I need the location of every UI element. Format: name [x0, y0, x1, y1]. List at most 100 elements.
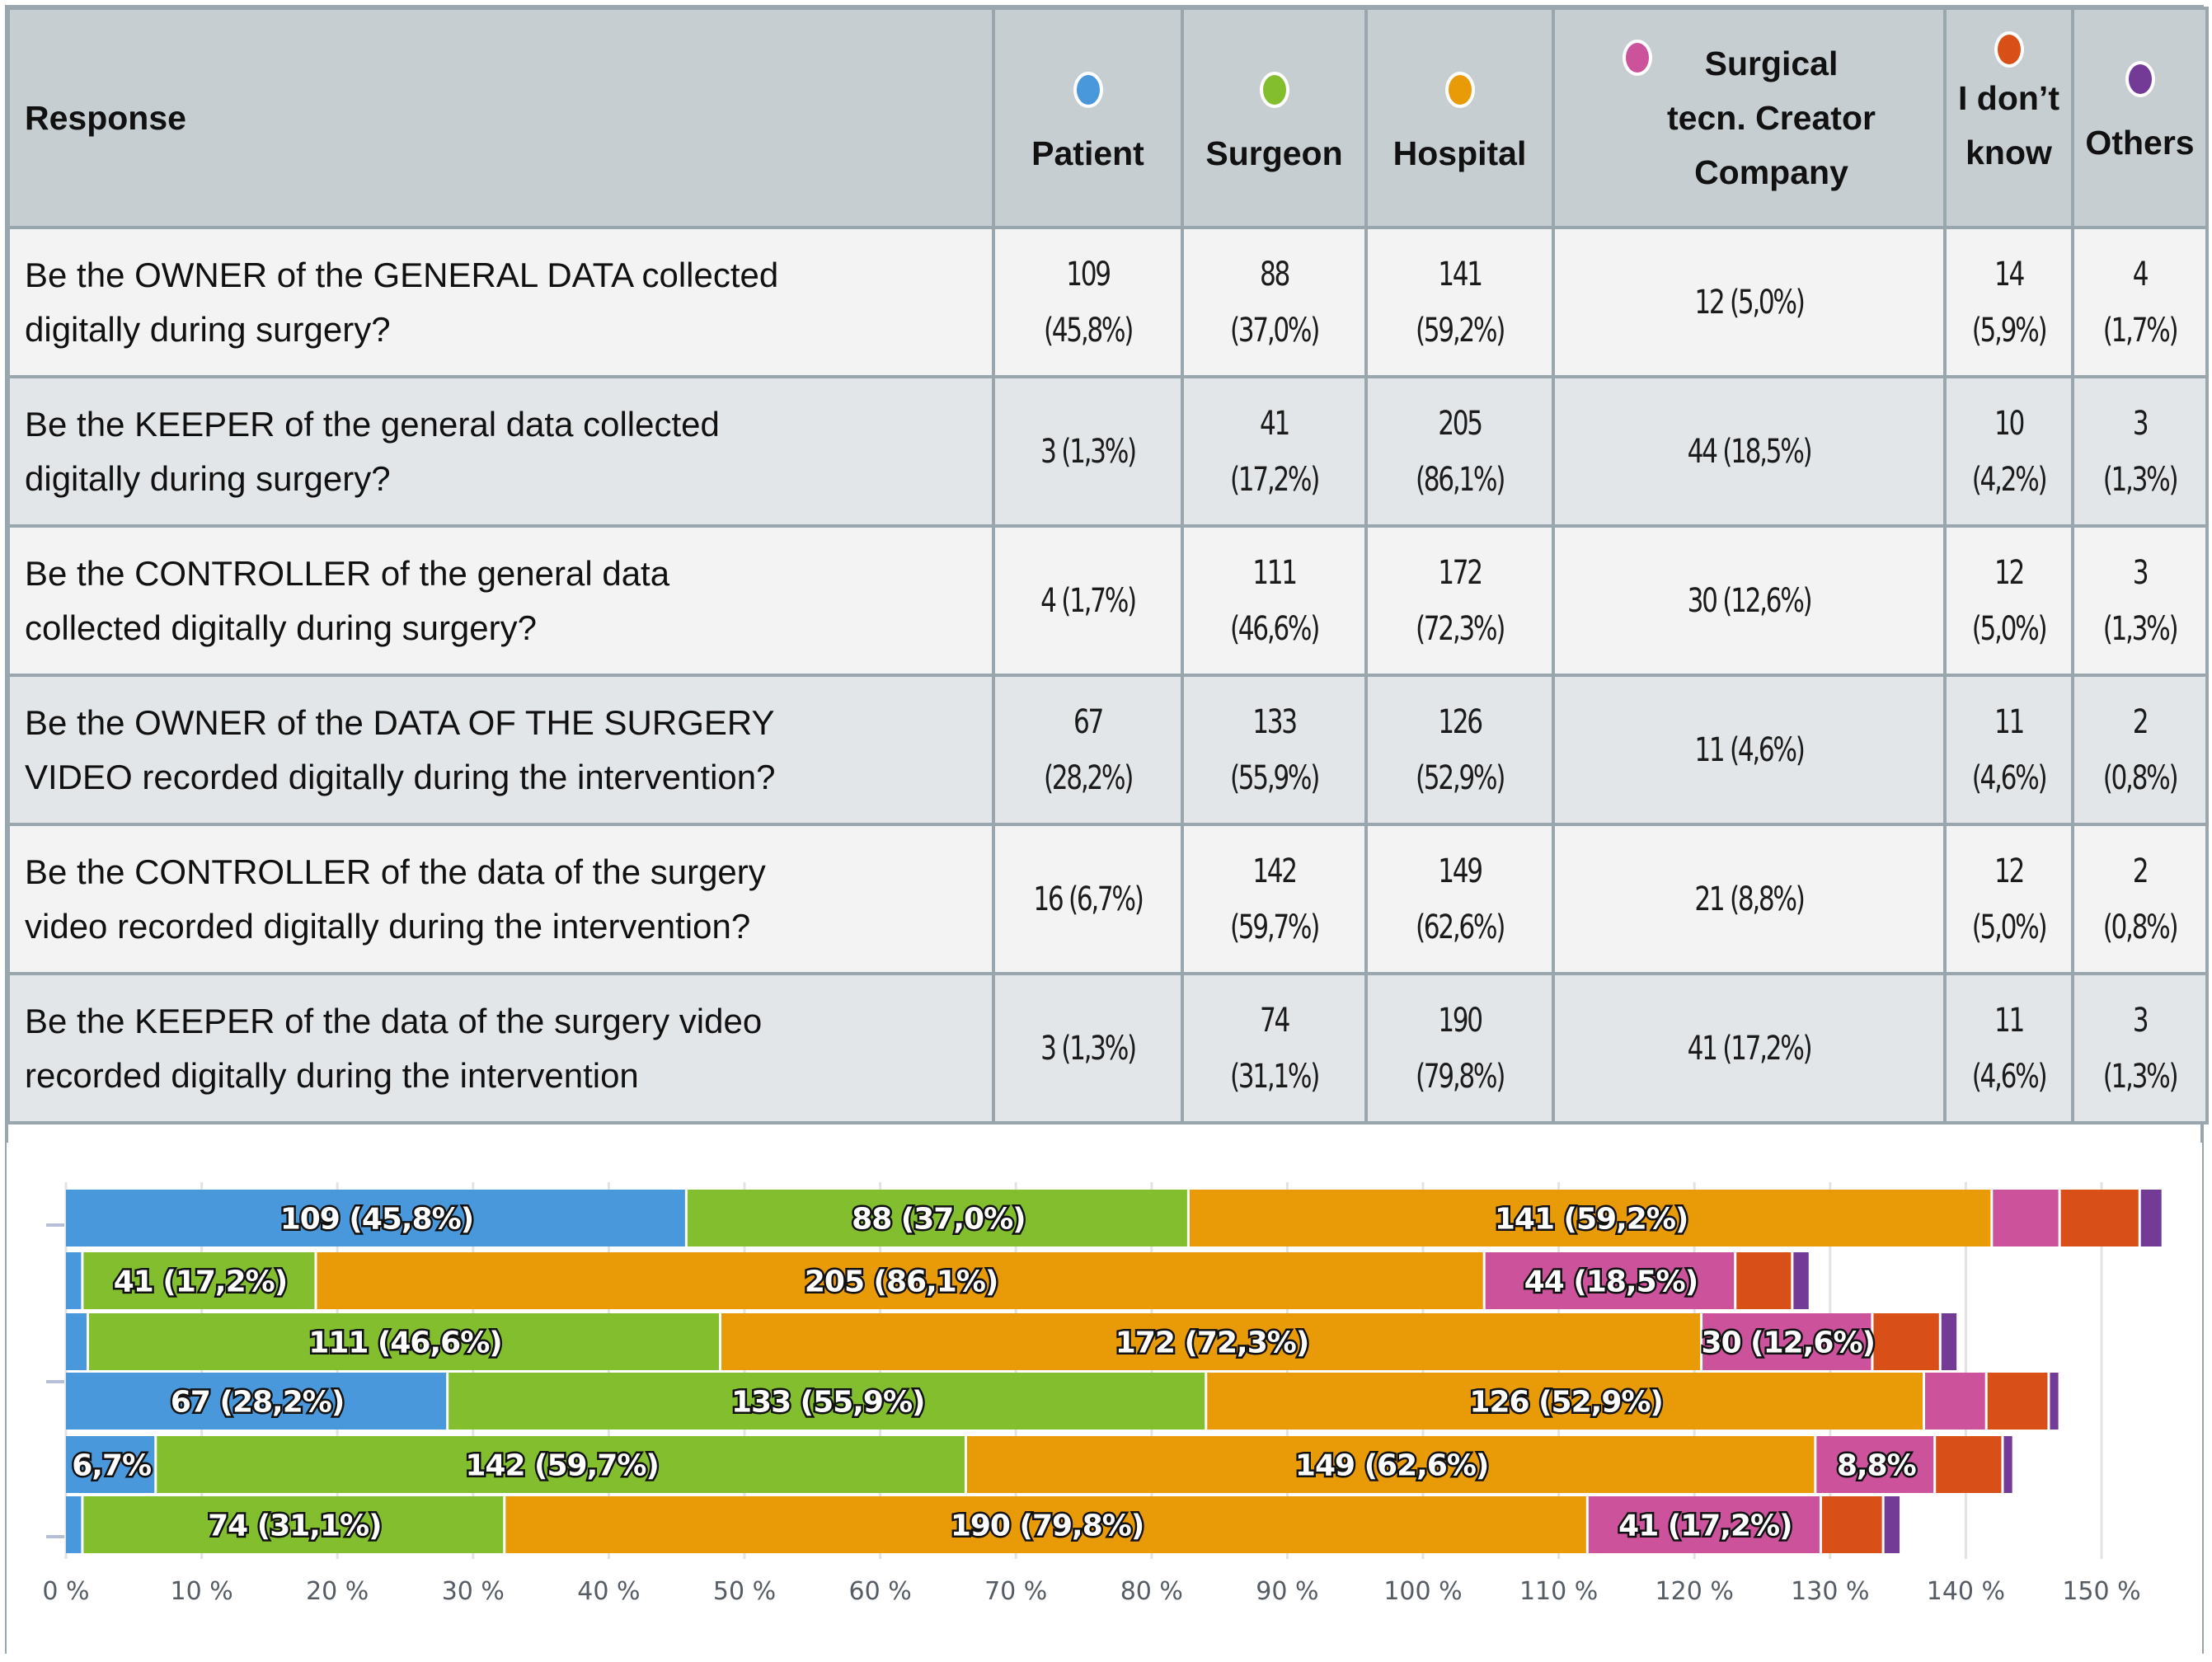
bar-segment-patient[interactable]: [66, 1436, 155, 1493]
value-cell-company: 21 (8,8%): [1552, 823, 1947, 975]
bar-segment-hospital[interactable]: [966, 1436, 1815, 1493]
value-line: (86,1%): [1415, 460, 1505, 499]
bar-segment-others[interactable]: [1793, 1252, 1809, 1309]
question-line: Be the CONTROLLER of the data of the sur…: [25, 852, 766, 891]
responses-table: Response Patient Surgeon Hospital Surgical t…: [7, 7, 2209, 1124]
legend-dot-icon: [1623, 40, 1653, 76]
value-line: 3: [2132, 1001, 2149, 1040]
value-line: (59,2%): [1415, 311, 1505, 350]
bar-segment-surgical-tecn-creator-company[interactable]: [1702, 1313, 1872, 1370]
legend-dot-icon: [2125, 61, 2155, 97]
bar-segment-surgical-tecn-creator-company[interactable]: [1588, 1496, 1820, 1553]
bar-segment-hospital[interactable]: [1207, 1373, 1923, 1430]
bar-data-label: 126 (52,9%): [1469, 1386, 1662, 1420]
bar-segment-patient[interactable]: [66, 1373, 447, 1430]
value-line: 149: [1438, 852, 1483, 890]
value-cell-surgeon: 111 (46,6%): [1181, 524, 1368, 677]
bar-segment-surgeon[interactable]: [449, 1373, 1205, 1430]
bar-segment-hospital[interactable]: [1189, 1190, 1991, 1246]
value-line: 2: [2132, 852, 2149, 890]
chart-svg: 109 (45,8%) 88 (37,0%) 141 (59,2%) 41 (17,2…: [42, 1182, 2162, 1606]
value-line: 12 (5,0%): [1694, 283, 1806, 322]
value-line: (79,8%): [1415, 1057, 1505, 1096]
value-cell-patient: 4 (1,7%): [992, 524, 1184, 677]
bar-segment-surgeon[interactable]: [83, 1252, 315, 1309]
bar-data-label: 74 (31,1%): [208, 1509, 381, 1543]
value-cell-dont_know: 12 (5,0%): [1943, 524, 2074, 677]
x-tick-label: 60 %: [848, 1577, 911, 1606]
value-cell-company: 11 (4,6%): [1552, 674, 1947, 826]
question-line: VIDEO recorded digitally during the inte…: [25, 757, 776, 796]
question-line: recorded digitally during the interventi…: [25, 1055, 639, 1095]
value-cell-surgeon: 133 (55,9%): [1181, 674, 1368, 826]
x-tick-label: 150 %: [2062, 1577, 2140, 1606]
bar-segment-others[interactable]: [1941, 1313, 1957, 1370]
bar-segment-surgical-tecn-creator-company[interactable]: [1816, 1436, 1934, 1493]
legend-dot-icon: [1444, 72, 1475, 108]
value-line: (1,7%): [2102, 311, 2179, 350]
value-cell-company: 12 (5,0%): [1552, 226, 1947, 378]
x-tick-label: 20 %: [306, 1577, 369, 1606]
bar-segment-surgeon[interactable]: [687, 1190, 1187, 1246]
x-tick-label: 130 %: [1791, 1577, 1869, 1606]
question-cell: Be the CONTROLLER of the data of the sur…: [7, 823, 995, 975]
value-line: 190: [1438, 1001, 1483, 1040]
value-cell-others: 3 (1,3%): [2071, 972, 2209, 1124]
value-line: (46,6%): [1229, 609, 1320, 648]
bar-segment-i-don-t-know[interactable]: [1821, 1496, 1882, 1553]
header-label-line: know: [1965, 134, 2052, 171]
table-row: Be the OWNER of the GENERAL DATA collect…: [7, 226, 2209, 378]
bar-segment-i-don-t-know[interactable]: [1987, 1373, 2048, 1430]
value-line: 3 (1,3%): [1040, 432, 1137, 471]
value-line: 3 (1,3%): [1040, 1029, 1137, 1068]
bar-data-label: 8,8%: [1837, 1449, 1916, 1483]
legend-dot-icon: [1994, 31, 2024, 68]
bar-segment-hospital[interactable]: [721, 1313, 1701, 1370]
bar-segment-surgeon[interactable]: [88, 1313, 720, 1370]
header-others: Others: [2071, 7, 2209, 229]
bar-segment-surgical-tecn-creator-company[interactable]: [1925, 1373, 1985, 1430]
value-cell-hospital: 172 (72,3%): [1364, 524, 1555, 677]
header-dont_know: I don’t know: [1943, 7, 2074, 229]
value-cell-others: 2 (0,8%): [2071, 823, 2209, 975]
bar-segment-patient[interactable]: [66, 1313, 87, 1370]
x-tick-label: 10 %: [170, 1577, 232, 1606]
bar-segment-i-don-t-know[interactable]: [1936, 1436, 2002, 1493]
value-line: 30 (12,6%): [1687, 581, 1813, 620]
value-line: 14: [1994, 255, 2025, 293]
value-line: 21 (8,8%): [1694, 880, 1806, 918]
value-cell-others: 4 (1,7%): [2071, 226, 2209, 378]
value-cell-hospital: 141 (59,2%): [1364, 226, 1555, 378]
value-line: (5,0%): [1971, 908, 2048, 946]
bar-segment-surgical-tecn-creator-company[interactable]: [1993, 1190, 2059, 1246]
header-surgeon: Surgeon: [1181, 7, 1368, 229]
bar-segment-others[interactable]: [2140, 1190, 2162, 1246]
bar-segment-i-don-t-know[interactable]: [1873, 1313, 1939, 1370]
bar-data-label: 111 (46,6%): [308, 1326, 501, 1360]
value-line: 16 (6,7%): [1033, 880, 1144, 918]
bar-segment-hospital[interactable]: [317, 1252, 1483, 1309]
bar-segment-i-don-t-know[interactable]: [2060, 1190, 2139, 1246]
value-line: 11 (4,6%): [1694, 730, 1806, 769]
bar-segment-others[interactable]: [2050, 1373, 2059, 1430]
table-row: Be the CONTROLLER of the general data col…: [7, 524, 2209, 677]
header-patient: Patient: [992, 7, 1184, 229]
bar-segment-surgical-tecn-creator-company[interactable]: [1485, 1252, 1735, 1309]
value-line: (17,2%): [1229, 460, 1320, 499]
value-line: 2: [2132, 702, 2149, 741]
bar-segment-patient[interactable]: [66, 1496, 82, 1553]
question-cell: Be the OWNER of the DATA OF THE SURGERY V…: [7, 674, 995, 826]
bar-segment-hospital[interactable]: [505, 1496, 1586, 1553]
value-cell-patient: 16 (6,7%): [992, 823, 1184, 975]
bar-segment-surgeon[interactable]: [83, 1496, 504, 1553]
value-cell-company: 44 (18,5%): [1552, 375, 1947, 528]
bar-segment-i-don-t-know[interactable]: [1736, 1252, 1792, 1309]
bar-segment-patient[interactable]: [66, 1190, 685, 1246]
bar-segment-surgeon[interactable]: [157, 1436, 965, 1493]
bar-segment-others[interactable]: [2003, 1436, 2012, 1493]
bar-segment-others[interactable]: [1884, 1496, 1900, 1553]
bar-segment-patient[interactable]: [66, 1252, 82, 1309]
question-cell: Be the KEEPER of the data of the surgery…: [7, 972, 995, 1124]
value-line: 172: [1438, 553, 1483, 592]
bar-data-label: 142 (59,7%): [465, 1449, 658, 1483]
